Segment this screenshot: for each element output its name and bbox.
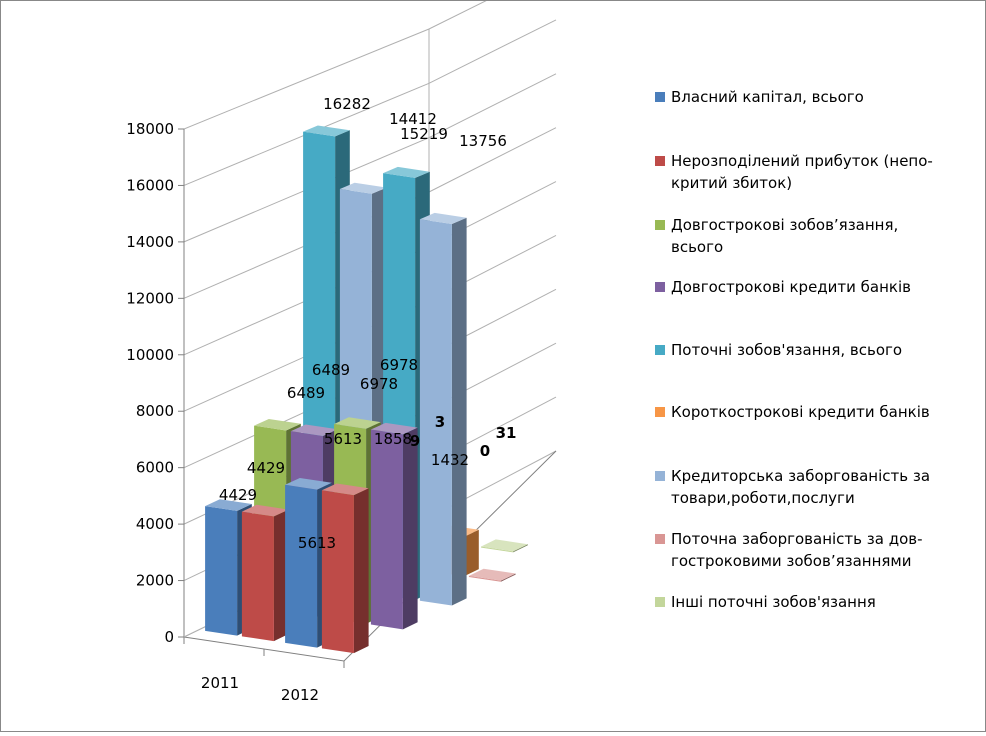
category-labels: 2011 2012 <box>201 674 319 704</box>
y-axis-ticks: 0 2000 4000 6000 8000 10000 12000 14000 16000 180… <box>126 120 174 646</box>
y-tick-label: 4000 <box>136 515 174 533</box>
data-label: 6489 <box>287 384 325 402</box>
legend-item: Довгострокові зобов’язання, всього <box>655 216 898 256</box>
bar <box>241 504 289 642</box>
legend-item: Кредиторська заборгованість за товари,роб… <box>655 467 930 507</box>
legend-swatch <box>655 92 665 102</box>
legend-swatch <box>655 407 665 417</box>
bar <box>321 483 369 654</box>
y-tick-label: 18000 <box>126 120 174 138</box>
bar <box>419 212 467 606</box>
legend-label: Нерозподілений прибуток (непо-критий зби… <box>671 152 933 192</box>
legend-swatch <box>655 220 665 230</box>
legend-item: Нерозподілений прибуток (непо-критий зби… <box>655 152 933 192</box>
category-label: 2012 <box>281 686 319 704</box>
bar-top <box>241 504 289 517</box>
data-label: 31 <box>496 424 517 442</box>
legend-label: Поточна заборгованість за дов-гострокови… <box>671 530 923 570</box>
y-tick-label: 16000 <box>126 176 174 194</box>
legend-swatch <box>655 282 665 292</box>
legend-label: Кредиторська заборгованість за товари,роб… <box>671 467 930 507</box>
bar-side <box>402 427 418 630</box>
bars <box>205 125 528 654</box>
bar-top <box>321 483 369 496</box>
bar-top <box>339 182 387 194</box>
y-tick-label: 14000 <box>126 233 174 251</box>
y-tick-label: 0 <box>164 628 174 646</box>
legend-label: Довгострокові кредити банків <box>671 278 911 296</box>
data-label: 15219 <box>400 125 448 143</box>
bar-front <box>468 575 501 582</box>
data-label: 6978 <box>360 375 398 393</box>
y-tick-label: 10000 <box>126 346 174 364</box>
y-tick-label: 2000 <box>136 572 174 590</box>
legend-swatch <box>655 345 665 355</box>
data-labels: 4429 5613 4429 5613 6489 6978 6489 6978 16282 152… <box>219 95 517 552</box>
data-label: 5613 <box>298 534 336 552</box>
bar-front <box>241 511 274 642</box>
legend: Власний капітал, всього Нерозподілений пр… <box>655 88 933 611</box>
bar-top <box>205 499 252 511</box>
legend-label: Інші поточні зобов'язання <box>671 593 876 611</box>
data-label: 4429 <box>219 486 257 504</box>
legend-label: Власний капітал, всього <box>671 88 864 106</box>
y-tick-label: 12000 <box>126 289 174 307</box>
bar <box>370 422 418 630</box>
y-tick-label: 6000 <box>136 459 174 477</box>
bar <box>468 568 516 582</box>
legend-item: Короткострокові кредити банків <box>655 403 930 421</box>
data-label: 0 <box>480 442 490 460</box>
bar-top <box>285 477 332 490</box>
legend-item: Довгострокові кредити банків <box>655 278 911 296</box>
bar <box>481 539 528 553</box>
data-label: 9 <box>410 432 420 450</box>
bar-side <box>513 544 528 553</box>
legend-item: Поточні зобов'язання, всього <box>655 341 902 359</box>
bar-top <box>468 568 516 581</box>
category-label: 2011 <box>201 674 239 692</box>
bar-side <box>353 488 369 654</box>
bar-top <box>419 212 467 224</box>
data-label: 1858 <box>374 430 412 448</box>
data-label: 6489 <box>312 361 350 379</box>
bar-side <box>464 529 479 577</box>
legend-label: Поточні зобов'язання, всього <box>671 341 902 359</box>
bar-front <box>419 219 452 606</box>
bar-top <box>481 539 528 552</box>
legend-swatch <box>655 156 665 166</box>
bar-side <box>273 509 289 642</box>
data-label: 5613 <box>324 430 362 448</box>
legend-swatch <box>655 471 665 481</box>
bar-front <box>205 506 238 636</box>
bar-top <box>254 418 301 431</box>
data-label: 4429 <box>247 459 285 477</box>
legend-swatch <box>655 534 665 544</box>
data-label: 13756 <box>459 132 507 150</box>
legend-label: Короткострокові кредити банків <box>671 403 930 421</box>
bar-top <box>383 166 430 178</box>
bar-top <box>303 125 350 137</box>
bar-front <box>481 546 514 553</box>
legend-item: Інші поточні зобов'язання <box>655 593 876 611</box>
bar-front <box>285 484 318 648</box>
data-label: 14412 <box>389 110 437 128</box>
bar-top <box>290 424 338 436</box>
legend-swatch <box>655 597 665 607</box>
bar-top <box>334 417 381 429</box>
bar-top <box>370 422 418 435</box>
legend-item: Поточна заборгованість за дов-гострокови… <box>655 530 923 570</box>
data-label: 16282 <box>323 95 371 113</box>
bar-front <box>370 429 403 630</box>
data-label: 1432 <box>431 451 469 469</box>
bar-front <box>321 490 354 654</box>
y-tick-label: 8000 <box>136 402 174 420</box>
bar-side <box>451 217 467 606</box>
legend-label: Довгострокові зобов’язання, всього <box>671 216 898 256</box>
legend-item: Власний капітал, всього <box>655 88 864 106</box>
bar-side <box>500 573 516 582</box>
data-label: 6978 <box>380 356 418 374</box>
data-label: 3 <box>435 413 445 431</box>
